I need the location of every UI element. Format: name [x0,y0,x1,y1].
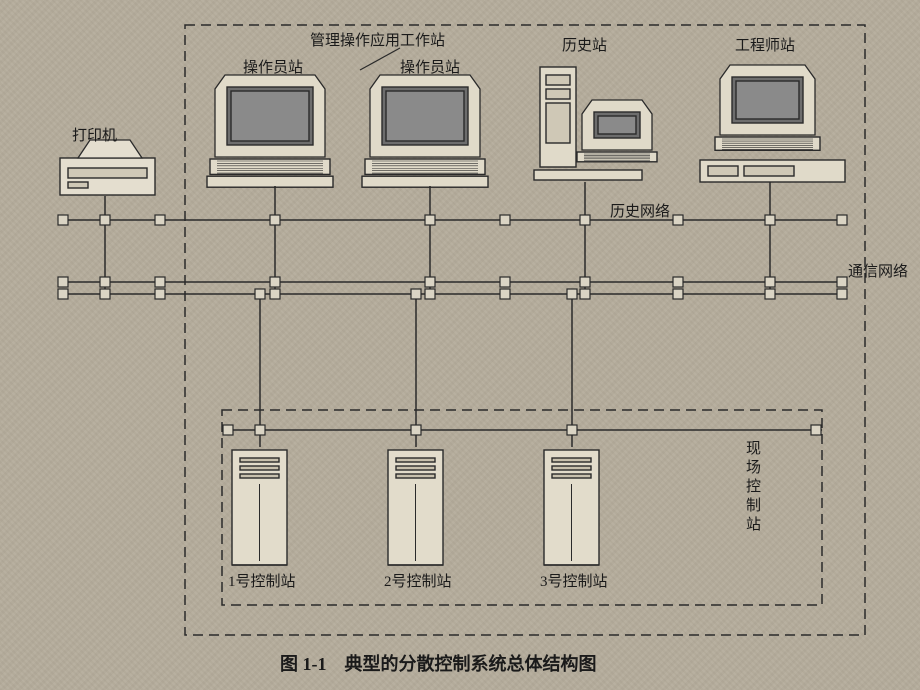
label-comm-net: 通信网络 [848,260,908,281]
label-ctrl3: 3号控制站 [540,570,608,591]
diagram-svg [0,0,920,690]
label-ctrl1: 1号控制站 [228,570,296,591]
label-history: 历史站 [562,34,607,55]
figure-caption: 图 1-1 典型的分散控制系统总体结构图 [280,650,597,676]
label-printer: 打印机 [72,124,117,145]
label-ctrl2: 2号控制站 [384,570,452,591]
label-operator1: 操作员站 [243,56,303,77]
label-operator2: 操作员站 [400,56,460,77]
label-field-ctrl: 现场控制站 [742,440,763,535]
label-history-net: 历史网络 [610,200,670,221]
label-mgmt: 管理操作应用工作站 [310,29,445,50]
label-engineer: 工程师站 [735,34,795,55]
